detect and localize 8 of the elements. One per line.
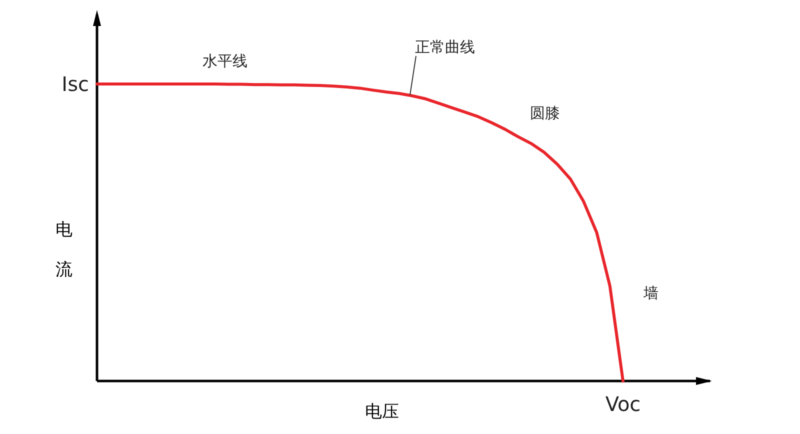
ylabel: 电流 [56,220,72,280]
annotation: Isc [62,72,89,96]
annotation: Voc [605,392,641,416]
annotation: 水平线 [202,52,248,70]
annotation: 正常曲线 [410,38,475,96]
annotation: 墙 [644,284,658,302]
x-axis-title: 电压 [365,402,399,422]
annotation: 圆膝 [530,104,560,122]
